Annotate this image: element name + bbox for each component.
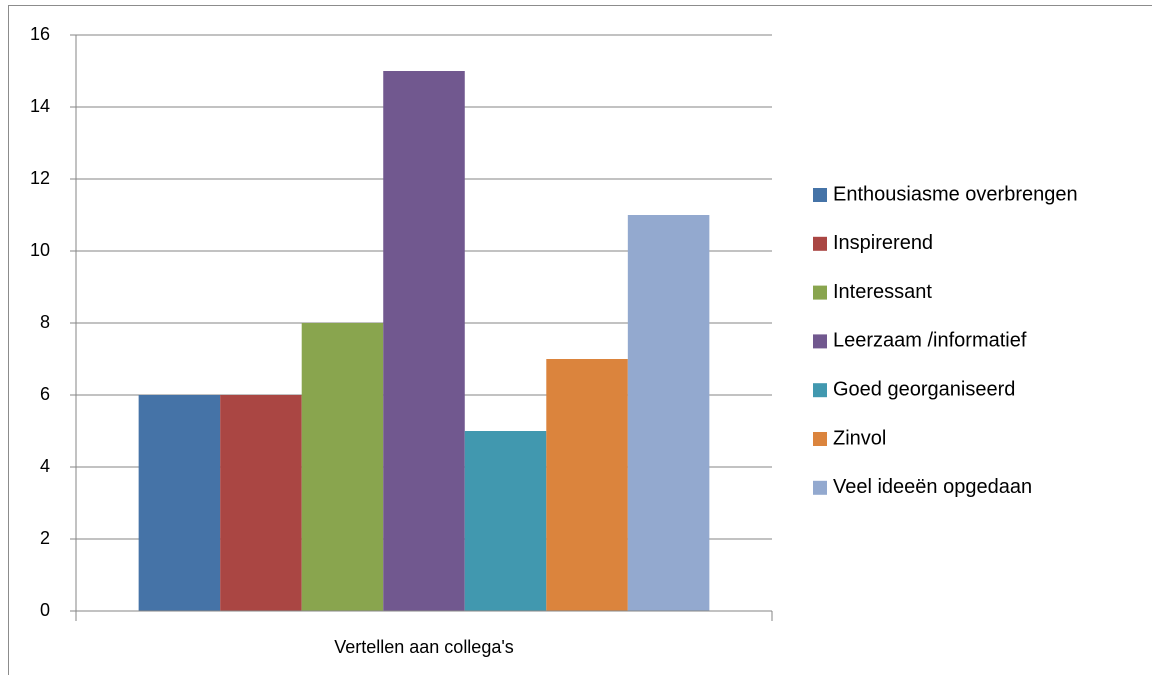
y-tick-label: 12 (30, 168, 50, 188)
legend-swatch (813, 334, 827, 349)
legend-text: Inspirerend (833, 232, 933, 254)
y-tick-label: 2 (40, 528, 50, 548)
y-tick-label: 4 (40, 456, 50, 476)
legend-swatch (813, 285, 827, 300)
legend-swatch (813, 236, 827, 251)
y-tick-label: 8 (40, 312, 50, 332)
bar (627, 215, 710, 611)
bar (464, 431, 547, 611)
bar (138, 395, 221, 611)
legend-text: Interessant (833, 281, 932, 303)
legend-text: Goed georganiseerd (833, 378, 1015, 400)
y-tick-label: 10 (30, 240, 50, 260)
y-tick-label: 6 (40, 384, 50, 404)
legend-text: Veel ideeën opgedaan (833, 476, 1032, 498)
legend-swatch (813, 432, 827, 446)
legend-text: Enthousiasme overbrengen (833, 183, 1078, 205)
legend-text: Zinvol (833, 427, 886, 449)
y-tick-label: 0 (40, 600, 50, 620)
legend-swatch (813, 188, 827, 202)
legend-swatch (813, 383, 827, 398)
bar (301, 323, 384, 611)
legend-text: Leerzaam /informatief (833, 330, 1027, 352)
y-tick-label: 14 (30, 96, 50, 116)
x-tick-label: Vertellen aan collega's (334, 637, 514, 657)
y-tick-label: 16 (30, 24, 50, 44)
legend-swatch (813, 480, 827, 495)
bar (383, 71, 465, 611)
bar (220, 395, 302, 611)
bar (546, 359, 628, 611)
